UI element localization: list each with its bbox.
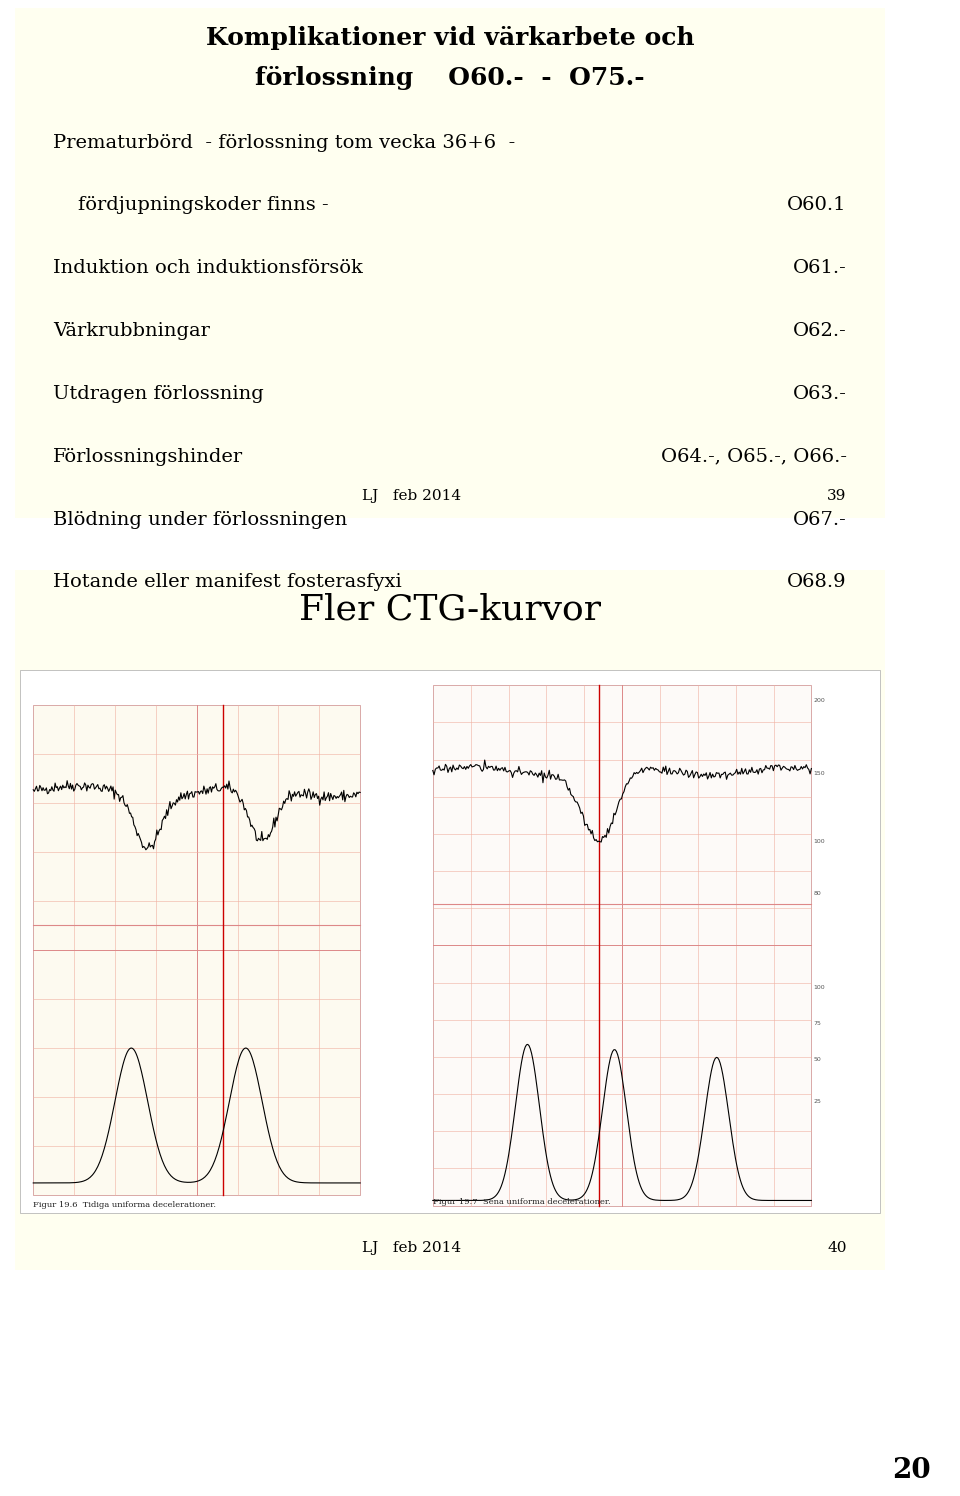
- Text: O64.-, O65.-, O66.-: O64.-, O65.-, O66.-: [660, 447, 847, 465]
- Text: Komplikationer vid värkarbete och: Komplikationer vid värkarbete och: [205, 25, 694, 49]
- Text: 100: 100: [813, 839, 825, 844]
- FancyBboxPatch shape: [433, 685, 811, 1206]
- Text: O67.-: O67.-: [793, 510, 847, 528]
- Text: förlossning    O60.-  -  O75.-: förlossning O60.- - O75.-: [255, 66, 645, 90]
- Text: 39: 39: [828, 489, 847, 503]
- Text: 20: 20: [893, 1457, 931, 1484]
- FancyBboxPatch shape: [20, 670, 880, 1213]
- Text: Figur 19.6  Tidiga uniforma decelerationer.: Figur 19.6 Tidiga uniforma deceleratione…: [34, 1201, 216, 1209]
- Text: Figur 19.7  Sena uniforma decelerationer.: Figur 19.7 Sena uniforma decelerationer.: [433, 1198, 611, 1206]
- Text: 40: 40: [828, 1242, 847, 1255]
- Text: 80: 80: [813, 892, 821, 896]
- Text: LJ   feb 2014: LJ feb 2014: [362, 1242, 461, 1255]
- Text: Värkrubbningar: Värkrubbningar: [54, 322, 210, 340]
- Text: fördjupningskoder finns -: fördjupningskoder finns -: [54, 196, 329, 214]
- Text: O68.9: O68.9: [787, 573, 847, 591]
- Text: 150: 150: [813, 770, 825, 776]
- Text: 75: 75: [813, 1020, 821, 1026]
- Text: Utdragen förlossning: Utdragen förlossning: [54, 384, 264, 402]
- Text: Prematurbörd  - förlossning tom vecka 36+6  -: Prematurbörd - förlossning tom vecka 36+…: [54, 133, 516, 151]
- Text: Förlossningshinder: Förlossningshinder: [54, 447, 244, 465]
- FancyBboxPatch shape: [15, 570, 885, 1270]
- Text: 200: 200: [813, 699, 825, 703]
- Text: O61.-: O61.-: [793, 259, 847, 277]
- Text: Hotande eller manifest fosterasfyxi: Hotande eller manifest fosterasfyxi: [54, 573, 402, 591]
- Text: 50: 50: [813, 1058, 821, 1062]
- FancyBboxPatch shape: [15, 7, 885, 518]
- FancyBboxPatch shape: [34, 705, 360, 1195]
- Text: 100: 100: [813, 984, 825, 989]
- Text: 25: 25: [813, 1100, 821, 1104]
- Text: O63.-: O63.-: [793, 384, 847, 402]
- Text: Fler CTG-kurvor: Fler CTG-kurvor: [299, 592, 601, 627]
- Text: Blödning under förlossningen: Blödning under förlossningen: [54, 510, 348, 528]
- Text: LJ   feb 2014: LJ feb 2014: [362, 489, 461, 503]
- Text: O60.1: O60.1: [787, 196, 847, 214]
- Text: O62.-: O62.-: [793, 322, 847, 340]
- Text: Induktion och induktionsförsök: Induktion och induktionsförsök: [54, 259, 363, 277]
